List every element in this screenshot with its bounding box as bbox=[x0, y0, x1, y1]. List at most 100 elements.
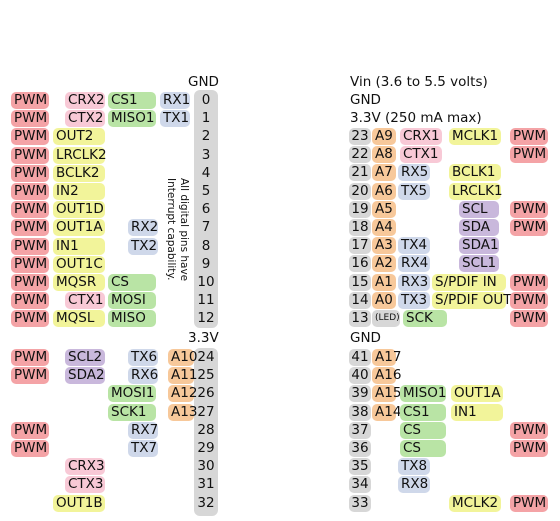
analog-label: A11 bbox=[168, 367, 197, 384]
can-label: CRX3 bbox=[65, 458, 105, 475]
pin-number-34: 34 bbox=[349, 476, 371, 493]
interrupt-note-line1: All digital pins have bbox=[178, 178, 190, 282]
pwm-label: PWM bbox=[11, 201, 49, 218]
pwm-label: PWM bbox=[11, 367, 49, 384]
analog-label: A15 bbox=[372, 385, 401, 402]
serial-label: TX3 bbox=[398, 292, 430, 309]
can-label: CTX1 bbox=[65, 292, 105, 309]
audio-label: OUT1D bbox=[53, 201, 105, 218]
right-gnd-label: GND bbox=[350, 92, 381, 108]
serial-label: RX4 bbox=[398, 255, 430, 272]
pwm-label: PWM bbox=[11, 238, 49, 255]
pwm-label: PWM bbox=[11, 147, 49, 164]
analog-label: A4 bbox=[372, 219, 396, 236]
pin-number-6: 6 bbox=[201, 201, 211, 217]
audio-label: IN1 bbox=[451, 404, 503, 421]
analog-label: A1 bbox=[372, 274, 396, 291]
serial-label: RX7 bbox=[128, 422, 158, 439]
pin-number-9: 9 bbox=[201, 256, 211, 272]
pin-number-24: 24 bbox=[197, 349, 215, 365]
pwm-label: PWM bbox=[510, 219, 548, 236]
pin-number-36: 36 bbox=[349, 440, 371, 457]
left-gnd-label: GND bbox=[188, 74, 219, 90]
pin-number-25: 25 bbox=[197, 367, 215, 383]
pin-number-3: 3 bbox=[201, 147, 211, 163]
audio-label: S/PDIF OUT bbox=[432, 292, 511, 309]
pwm-label: PWM bbox=[510, 146, 548, 163]
pin-number-37: 37 bbox=[349, 422, 371, 439]
spi-label: CS bbox=[400, 422, 446, 439]
i2c-label: SCL1 bbox=[459, 255, 499, 272]
analog-label: A6 bbox=[372, 183, 396, 200]
spi-label: MISO bbox=[108, 310, 156, 327]
interrupt-note: All digital pins have Interrupt capabili… bbox=[164, 178, 190, 281]
analog-label: A10 bbox=[168, 349, 197, 366]
can-label: CTX1 bbox=[400, 146, 442, 163]
serial-label: TX5 bbox=[398, 183, 430, 200]
analog-label: A16 bbox=[372, 367, 401, 384]
serial-label: TX1 bbox=[160, 110, 190, 127]
pwm-label: PWM bbox=[11, 165, 49, 182]
serial-label: TX2 bbox=[128, 238, 158, 255]
spi-label: MISO1 bbox=[108, 110, 156, 127]
pin-number-40: 40 bbox=[349, 367, 371, 384]
audio-label: OUT1A bbox=[451, 385, 503, 402]
serial-label: RX3 bbox=[398, 274, 430, 291]
pwm-label: PWM bbox=[510, 128, 548, 145]
can-label: CTX3 bbox=[65, 476, 105, 493]
spi-label: CS bbox=[108, 274, 156, 291]
spi-label: MOSI bbox=[108, 292, 156, 309]
analog-label: A3 bbox=[372, 237, 396, 254]
pin-number-21: 21 bbox=[349, 164, 371, 181]
right-vin-label: Vin (3.6 to 5.5 volts) bbox=[350, 74, 488, 90]
pin-number-16: 16 bbox=[349, 255, 371, 272]
analog-label: A2 bbox=[372, 255, 396, 272]
spi-label: MISO1 bbox=[400, 385, 446, 402]
pin-number-41: 41 bbox=[349, 349, 371, 366]
can-label: CRX1 bbox=[400, 128, 442, 145]
audio-label: IN1 bbox=[53, 238, 105, 255]
pin-number-12: 12 bbox=[197, 310, 215, 326]
pwm-label: PWM bbox=[11, 128, 49, 145]
spi-label: SCK1 bbox=[108, 404, 156, 421]
pin-number-5: 5 bbox=[201, 183, 211, 199]
pwm-label: PWM bbox=[510, 440, 548, 457]
audio-label: MCLK2 bbox=[449, 495, 501, 512]
analog-label: A17 bbox=[372, 349, 401, 366]
pwm-label: PWM bbox=[510, 292, 548, 309]
analog-label: A0 bbox=[372, 292, 396, 309]
spi-label: CS bbox=[400, 440, 446, 457]
pwm-label: PWM bbox=[11, 274, 49, 291]
audio-label: IN2 bbox=[53, 183, 105, 200]
pin-number-8: 8 bbox=[201, 238, 211, 254]
spi-label: CS1 bbox=[400, 404, 446, 421]
left-3v3-label: 3.3V bbox=[188, 330, 219, 346]
audio-label: OUT2 bbox=[53, 128, 105, 145]
pwm-label: PWM bbox=[11, 440, 49, 457]
serial-label: RX6 bbox=[128, 367, 158, 384]
pwm-label: PWM bbox=[11, 92, 49, 109]
pin-number-15: 15 bbox=[349, 274, 371, 291]
pin-number-7: 7 bbox=[201, 219, 211, 235]
pwm-label: PWM bbox=[510, 495, 548, 512]
pwm-label: PWM bbox=[11, 292, 49, 309]
audio-label: LRCLK1 bbox=[449, 183, 503, 200]
pwm-label: PWM bbox=[510, 422, 548, 439]
pwm-label: PWM bbox=[11, 422, 49, 439]
pwm-label: PWM bbox=[11, 110, 49, 127]
pin-number-31: 31 bbox=[197, 476, 215, 492]
serial-label: TX6 bbox=[128, 349, 158, 366]
analog-label: A8 bbox=[372, 146, 396, 163]
i2c-label: SCL2 bbox=[65, 349, 105, 366]
pin-number-29: 29 bbox=[197, 440, 215, 456]
right-3v3-label: 3.3V (250 mA max) bbox=[350, 110, 482, 126]
pin-number-17: 17 bbox=[349, 237, 371, 254]
pin-number-32: 32 bbox=[197, 495, 215, 511]
pin-number-39: 39 bbox=[349, 385, 371, 402]
pin-number-0: 0 bbox=[201, 92, 211, 108]
serial-label: TX4 bbox=[398, 237, 430, 254]
serial-label: TX7 bbox=[128, 440, 158, 457]
audio-label: BCLK2 bbox=[53, 165, 105, 182]
pwm-label: PWM bbox=[11, 183, 49, 200]
